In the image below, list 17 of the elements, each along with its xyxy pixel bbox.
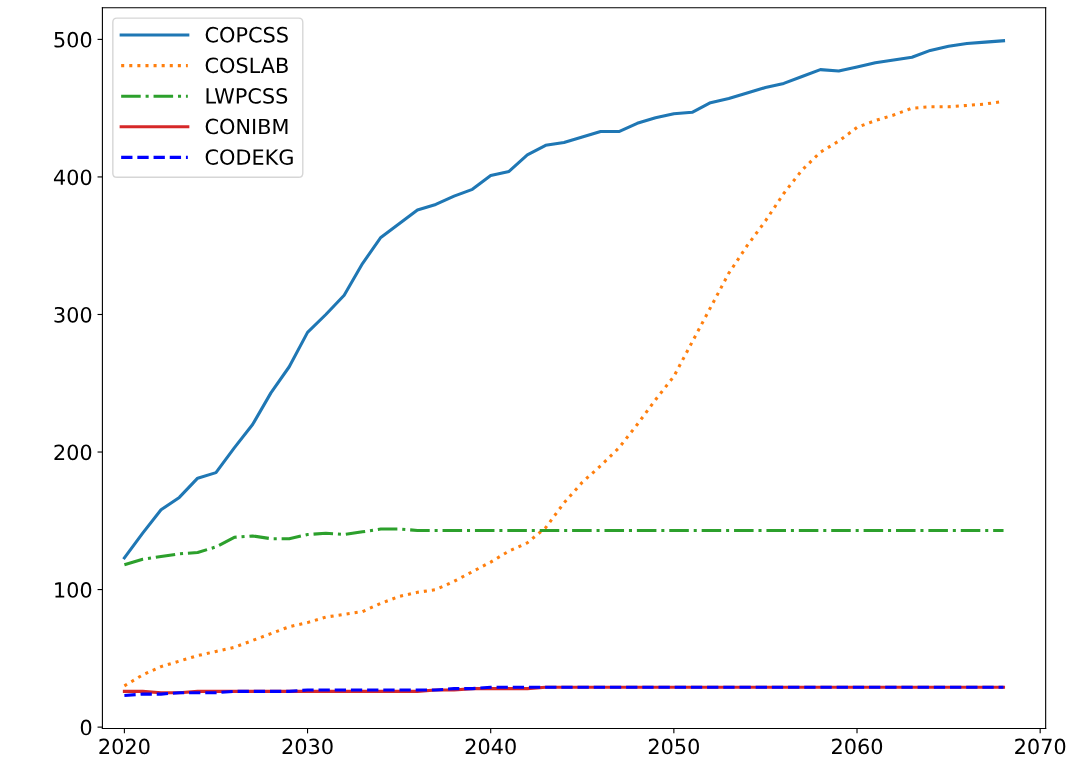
legend-label: CODEKG [205, 149, 293, 165]
y-tick-label: 0 [80, 719, 92, 736]
x-tick-label: 2050 [648, 738, 699, 755]
y-tick-label: 500 [54, 31, 92, 48]
legend-label: COSLAB [205, 57, 288, 74]
x-tick-label: 2040 [465, 738, 516, 755]
y-tick-label: 200 [54, 444, 92, 461]
legend-label: COPCSS [205, 26, 288, 43]
x-tick-label: 2030 [282, 738, 333, 755]
x-tick-label: 2020 [99, 738, 150, 755]
legend-label: LWPCSS [206, 88, 288, 104]
y-tick-label: 300 [54, 306, 92, 323]
legend-label: CONIBM [205, 118, 288, 135]
x-tick-label: 2070 [1015, 738, 1066, 755]
y-tick-label: 400 [53, 169, 92, 186]
y-tick-label: 100 [55, 582, 92, 598]
x-tick-label: 2060 [832, 738, 883, 755]
